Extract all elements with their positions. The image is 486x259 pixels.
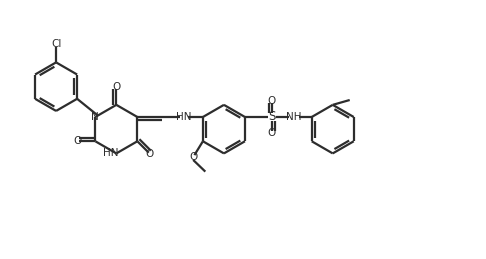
Text: O: O (189, 152, 197, 162)
Text: O: O (112, 82, 121, 92)
Text: O: O (267, 128, 276, 138)
Text: HN: HN (103, 148, 118, 159)
Text: NH: NH (286, 112, 301, 122)
Text: O: O (267, 96, 276, 106)
Text: O: O (146, 149, 154, 159)
Text: O: O (73, 136, 81, 146)
Text: S: S (268, 111, 276, 124)
Text: Cl: Cl (51, 39, 61, 49)
Text: N: N (91, 112, 99, 122)
Text: HN: HN (176, 112, 191, 122)
